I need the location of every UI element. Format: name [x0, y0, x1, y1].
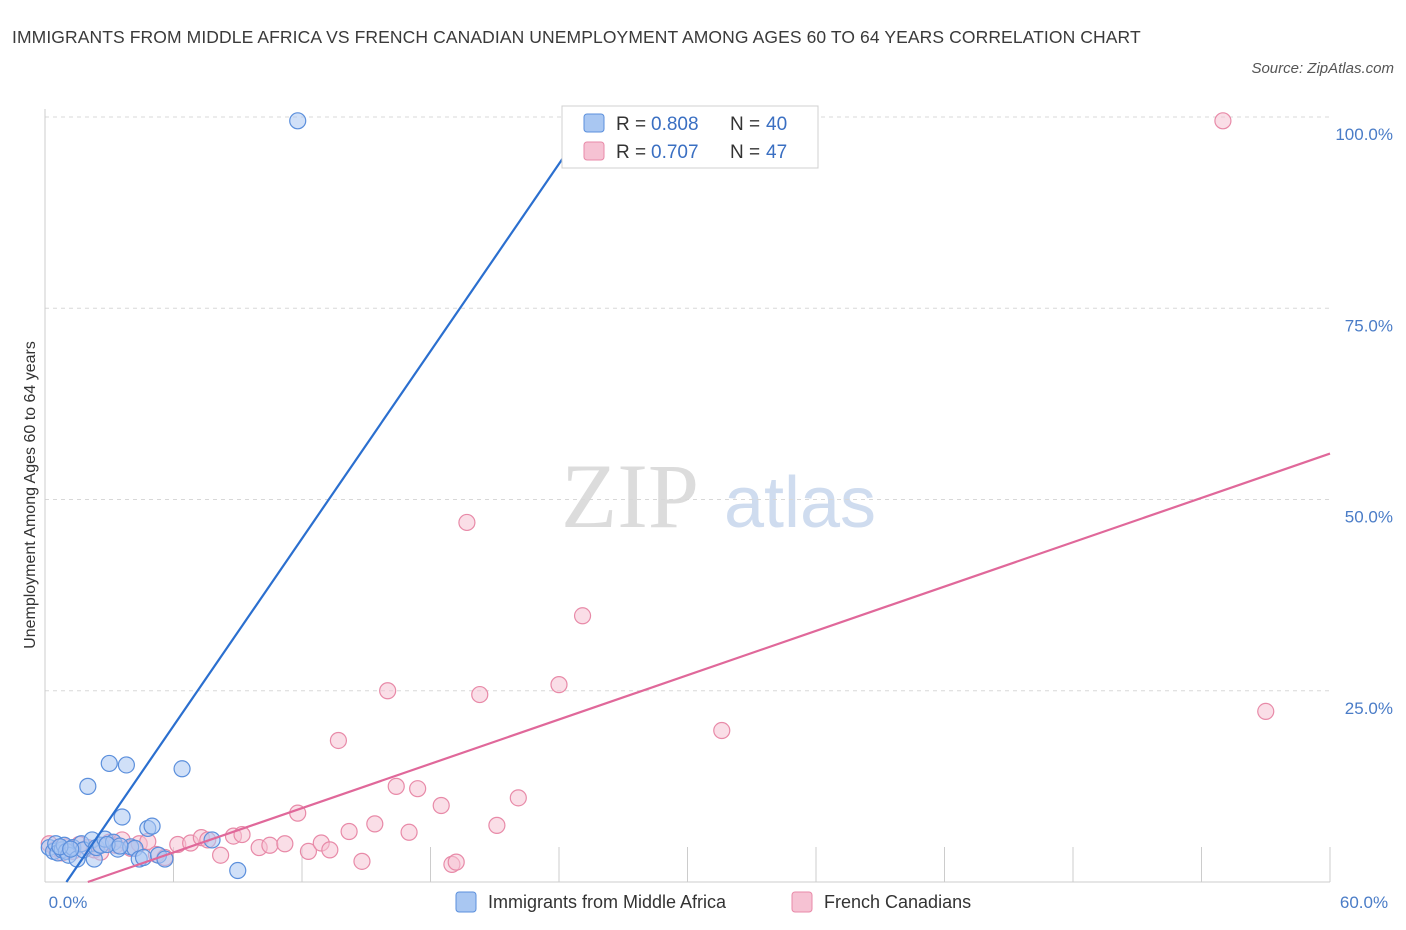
- french-canadians-point: [1257, 702, 1275, 721]
- french-canadians-point: [329, 731, 348, 750]
- french-canadians-point: [276, 835, 294, 853]
- legend-r-label-blue: R =: [616, 114, 646, 135]
- tick-labels: 25.0% 50.0% 75.0% 100.0% 0.0% 60.0%: [49, 125, 1393, 912]
- legend-n-value-pink: 47: [766, 142, 787, 163]
- french-canadians-point: [379, 682, 397, 700]
- french-canadians-point: [488, 816, 506, 834]
- middle-africa-point: [62, 840, 80, 858]
- french-canadians-point: [432, 796, 450, 815]
- y-tick-label: 50.0%: [1345, 508, 1393, 527]
- axes: [44, 109, 1331, 883]
- middle-africa-points: [40, 112, 600, 880]
- y-axis-title: Unemployment Among Ages 60 to 64 years: [22, 341, 39, 649]
- gridlines: [45, 116, 1330, 692]
- middle-africa-point: [100, 754, 118, 773]
- french-canadians-point: [713, 721, 731, 740]
- french-canadians-point: [409, 780, 427, 798]
- middle-africa-point: [79, 777, 97, 795]
- french-canadians-point: [353, 852, 371, 870]
- bottom-legend-swatch-blue: [455, 891, 477, 913]
- french-canadians-point: [321, 841, 339, 859]
- legend-r-label-pink: R =: [616, 142, 646, 163]
- french-canadians-point: [458, 513, 476, 532]
- y-tick-label: 25.0%: [1345, 699, 1393, 718]
- legend-swatch-blue: [583, 113, 605, 133]
- legend-swatch-pink: [583, 141, 605, 161]
- watermark-zip: ZIP: [561, 445, 699, 547]
- french-canadians-point: [447, 853, 465, 871]
- french-canadians-trend-line: [87, 452, 1331, 884]
- middle-africa-point: [289, 112, 307, 130]
- legend-r-value-pink: 0.707: [651, 142, 699, 163]
- french-canadians-point: [261, 836, 279, 854]
- french-canadians-point: [212, 846, 230, 864]
- stats-legend-box: [561, 105, 819, 169]
- chart-title: IMMIGRANTS FROM MIDDLE AFRICA VS FRENCH …: [12, 27, 1141, 47]
- middle-africa-point: [143, 817, 161, 835]
- bottom-legend-label-pink: French Canadians: [824, 892, 971, 912]
- trend-lines: [65, 116, 1331, 884]
- legend-r-value-blue: 0.808: [651, 114, 699, 135]
- x-tick-label-max: 60.0%: [1340, 893, 1388, 912]
- french-canadians-point: [573, 607, 592, 625]
- middle-africa-point: [113, 808, 131, 826]
- bottom-legend-label-blue: Immigrants from Middle Africa: [488, 892, 727, 912]
- french-canadians-point: [471, 685, 489, 704]
- legend-n-label-blue: N =: [730, 114, 760, 135]
- stats-legend: R = 0.808 N = 40 R = 0.707 N = 47: [561, 105, 819, 169]
- middle-africa-point: [117, 756, 135, 774]
- french-canadians-point: [340, 822, 358, 841]
- french-canadians-point: [400, 823, 418, 841]
- french-canadians-point: [509, 789, 527, 807]
- french-canadians-point: [550, 676, 568, 694]
- middle-africa-point: [229, 861, 247, 880]
- legend-n-label-pink: N =: [730, 142, 760, 163]
- french-canadians-point: [1214, 112, 1232, 130]
- y-tick-label: 75.0%: [1345, 316, 1393, 335]
- y-tick-label: 100.0%: [1335, 125, 1393, 144]
- french-canadians-point: [299, 842, 318, 861]
- source-label: Source: ZipAtlas.com: [1251, 60, 1394, 77]
- middle-africa-point: [111, 837, 129, 855]
- french-canadians-point: [366, 815, 384, 833]
- x-tick-label-min: 0.0%: [49, 893, 88, 912]
- watermark-atlas: atlas: [724, 463, 876, 543]
- legend-n-value-blue: 40: [766, 114, 787, 135]
- middle-africa-point: [173, 760, 191, 778]
- bottom-legend-swatch-pink: [791, 891, 813, 913]
- middle-africa-trend-line: [65, 116, 593, 883]
- french-canadians-point: [387, 777, 405, 795]
- series-legend: Immigrants from Middle Africa French Can…: [455, 891, 971, 913]
